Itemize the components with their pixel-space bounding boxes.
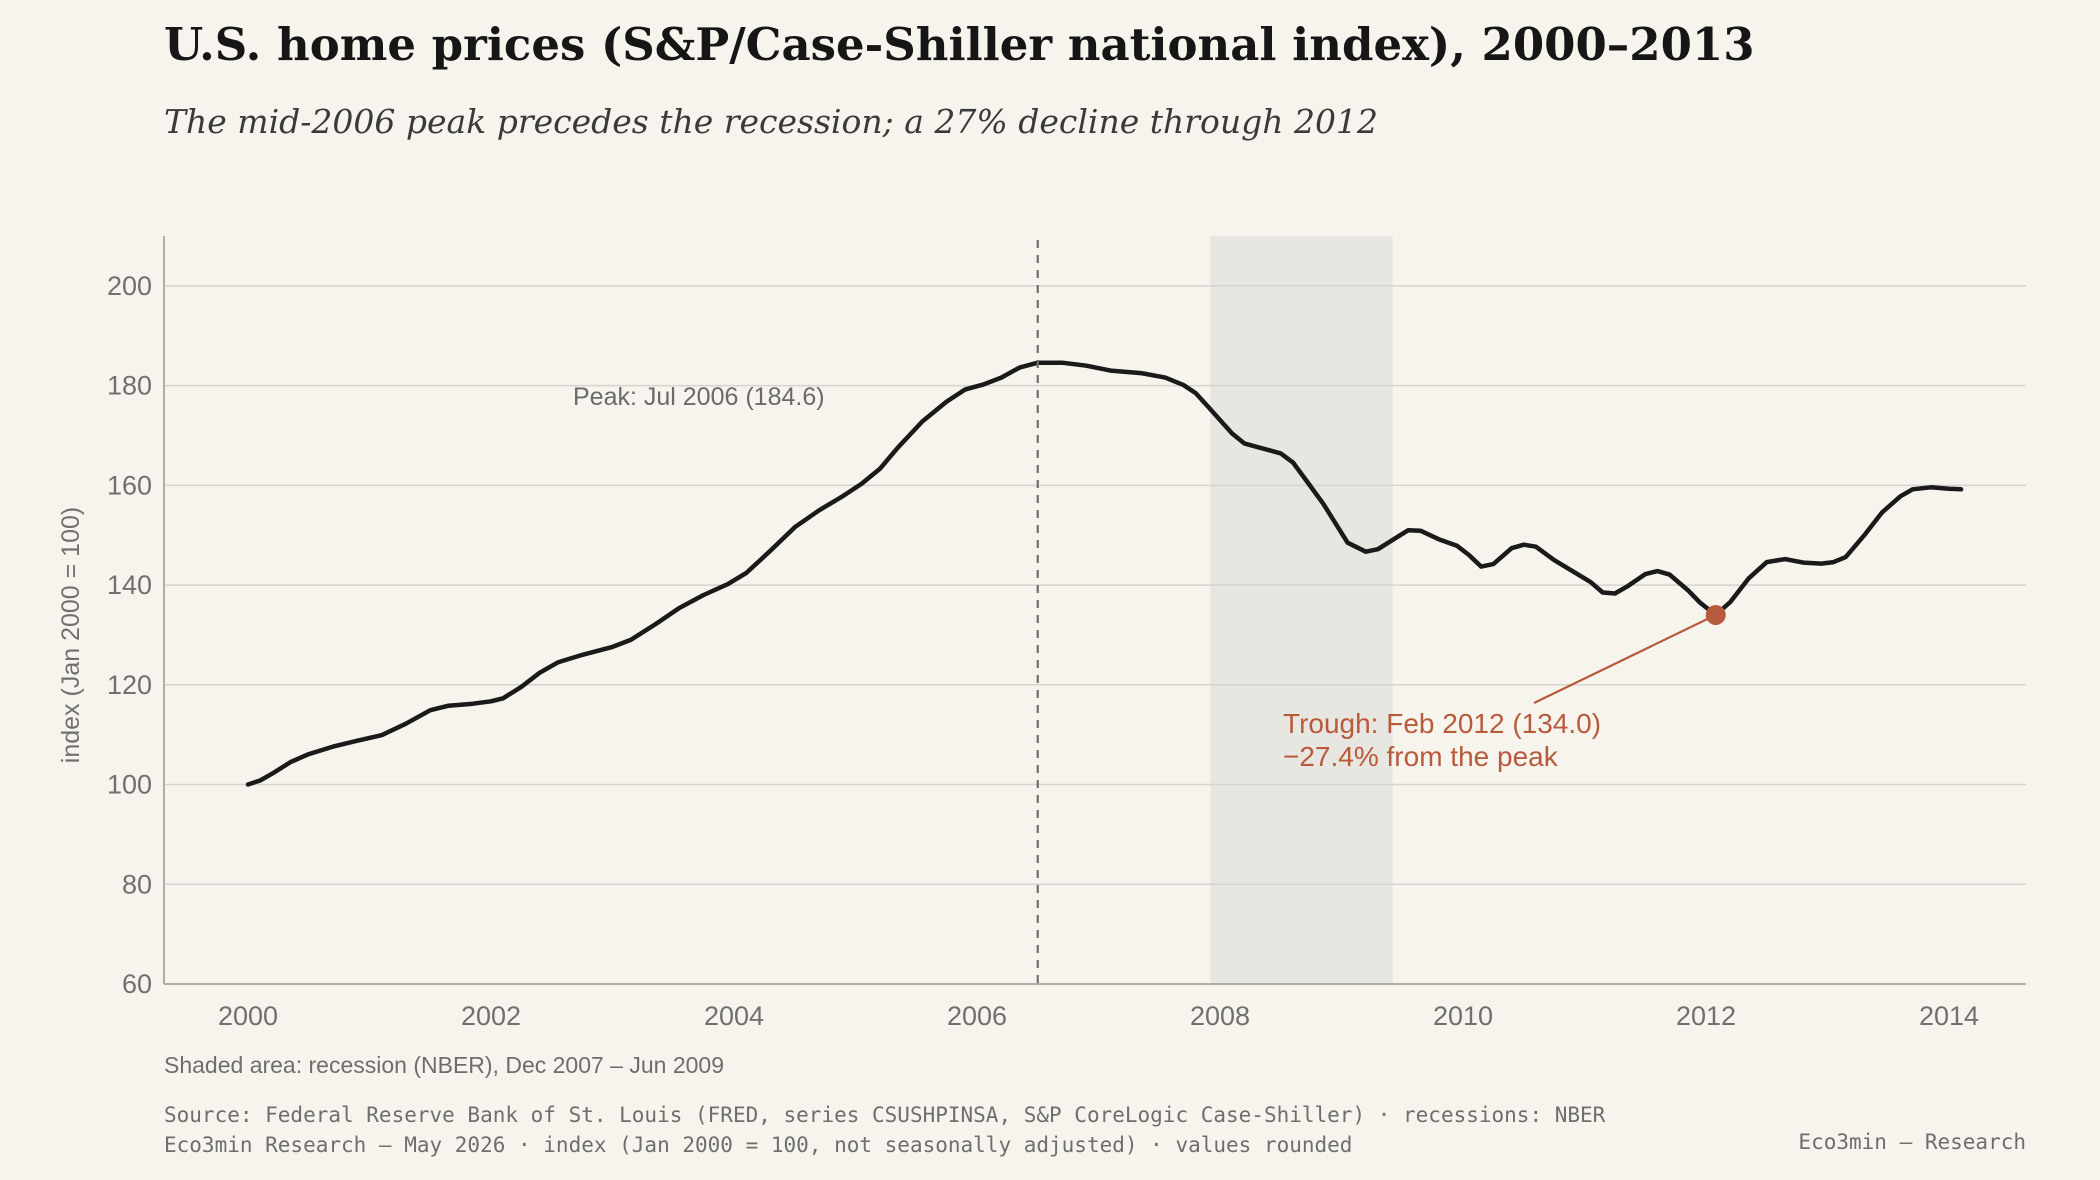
trough-change-label: −27.4% from the peak xyxy=(1283,741,1559,772)
source-line-2: Eco3min Research — May 2026 · index (Jan… xyxy=(164,1133,1353,1157)
x-tick-label: 2010 xyxy=(1433,1001,1493,1031)
y-tick-label: 180 xyxy=(107,371,152,401)
axis-layer: 60 80 100 120 140 160 180 200 2000 2002 2004 2006 20… xyxy=(57,236,2026,1031)
x-tick-label: 2006 xyxy=(947,1001,1007,1031)
brand-label: Eco3min — Research xyxy=(1798,1130,2026,1154)
recession-note: Shaded area: recession (NBER), Dec 2007 … xyxy=(164,1052,724,1078)
annotation-layer: Peak: Jul 2006 (184.6) Trough: Feb 2012 (… xyxy=(573,240,1726,984)
source-line-1: Source: Federal Reserve Bank of St. Loui… xyxy=(164,1103,1606,1127)
y-tick-label: 120 xyxy=(107,670,152,700)
chart-subtitle: The mid-2006 peak precedes the recession… xyxy=(164,102,1378,141)
y-tick-label: 160 xyxy=(107,470,152,500)
series-layer xyxy=(245,360,1964,787)
peak-label: Peak: Jul 2006 (184.6) xyxy=(573,383,825,411)
y-tick-label: 80 xyxy=(122,869,152,899)
x-tick-label: 2000 xyxy=(218,1001,278,1031)
series-line xyxy=(245,360,1964,787)
y-tick-label: 140 xyxy=(107,570,152,600)
recession-band-layer xyxy=(1210,236,1393,984)
grid-layer xyxy=(164,285,2026,886)
y-tick-label: 100 xyxy=(107,770,152,800)
y-tick-label: 200 xyxy=(107,271,152,301)
y-tick-label: 60 xyxy=(122,969,152,999)
recession-band xyxy=(1210,236,1393,984)
x-tick-label: 2002 xyxy=(461,1001,521,1031)
trough-label: Trough: Feb 2012 (134.0) xyxy=(1283,708,1601,739)
chart-title: U.S. home prices (S&P/Case-Shiller natio… xyxy=(164,18,1755,71)
trough-leader-line xyxy=(1533,613,1717,704)
trough-point xyxy=(1705,604,1726,625)
x-tick-label: 2012 xyxy=(1676,1001,1736,1031)
x-tick-label: 2008 xyxy=(1190,1001,1250,1031)
y-axis-label: index (Jan 2000 = 100) xyxy=(57,507,85,763)
x-tick-label: 2014 xyxy=(1919,1001,1979,1031)
x-tick-label: 2004 xyxy=(704,1001,764,1031)
source-text: Source: Federal Reserve Bank of St. Loui… xyxy=(164,1100,1605,1160)
